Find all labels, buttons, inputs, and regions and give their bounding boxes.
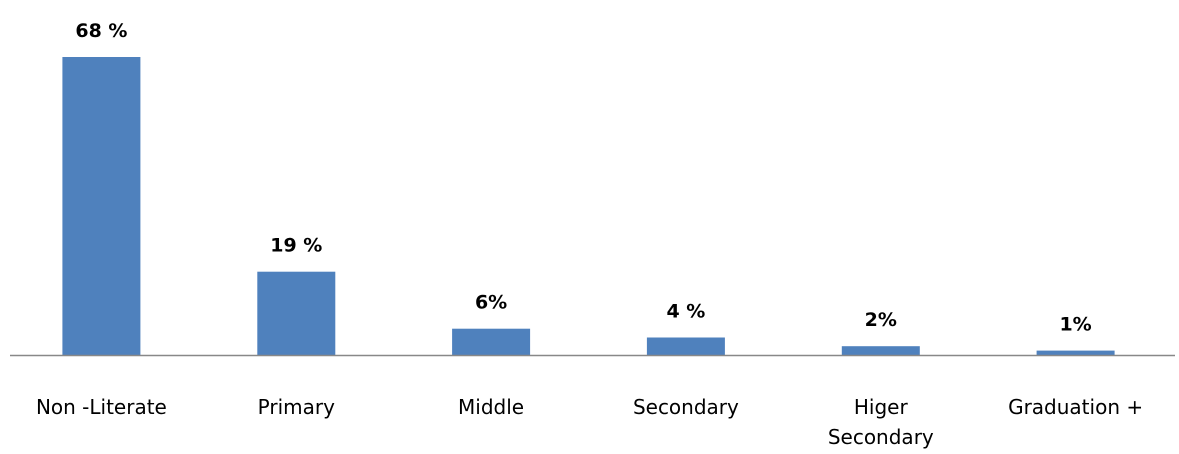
bar-4 [841, 346, 920, 355]
data-label-4: 2% [865, 309, 897, 331]
data-label-5: 1% [1059, 314, 1091, 336]
bars-group [62, 57, 1115, 355]
bar-1 [257, 271, 336, 355]
data-label-2: 6% [475, 292, 507, 314]
category-label-2: Middle [458, 395, 524, 419]
bar-3 [646, 337, 725, 355]
bar-5 [1036, 350, 1115, 355]
category-label-4-line-0: Higer [854, 395, 909, 419]
category-labels-group: Non -Literate Primary Middle Secondary Higer… [36, 395, 1143, 449]
data-label-3: 4 % [666, 301, 705, 323]
data-label-0: 68 % [75, 20, 127, 42]
category-label-0: Non -Literate [36, 395, 167, 419]
category-label-4-line-1: Secondary [828, 425, 934, 449]
category-label-4: Higer Secondary [828, 395, 934, 449]
data-labels-group: 68 % 19 % 6% 4 % 2% 1% [75, 20, 1091, 336]
category-label-1: Primary [258, 395, 335, 419]
category-label-5: Graduation + [1008, 395, 1143, 419]
category-label-3: Secondary [633, 395, 739, 419]
data-label-1: 19 % [270, 235, 322, 257]
bar-2 [452, 328, 531, 355]
bar-0 [62, 57, 141, 355]
